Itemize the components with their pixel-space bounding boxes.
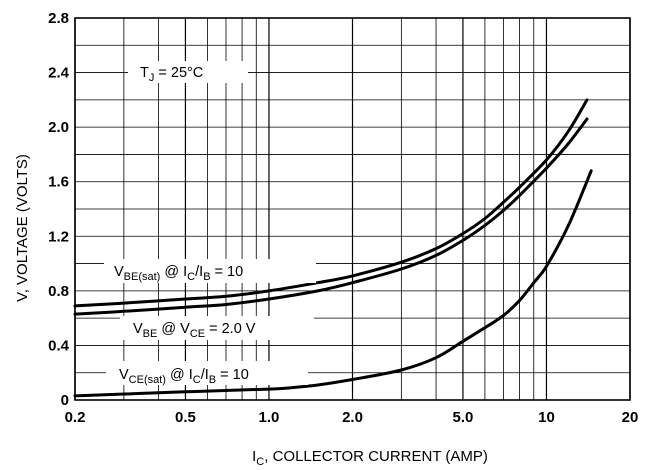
x-tick-label-1: 0.5 [175,409,196,426]
label-text: /I [201,367,209,383]
y-tick-label-0: 0 [61,392,69,409]
y-tick-label-7: 2.8 [48,10,69,27]
vbe-label-background [120,316,314,340]
label-text: = 25°C [154,65,203,81]
label-text: T [140,65,149,81]
label-subscript: C [187,271,195,283]
vbe-curve [73,117,589,316]
label-text: @ I [160,264,187,280]
label-text: @ I [166,367,193,383]
label-text: = 10 [216,367,249,383]
label-subscript: C [256,456,264,468]
curves [73,98,593,398]
plot-frame [74,17,631,401]
y-tick-label-5: 2.0 [48,119,69,136]
label-text: I [252,448,256,465]
x-tick-label-0: 0.2 [65,409,86,426]
label-text: V [119,367,129,383]
x-tick-label-4: 5.0 [452,409,473,426]
y-tick-label-4: 1.6 [48,174,69,191]
label-text: V [114,264,124,280]
vbe-sat-annotation: VBE(sat) @ IC/IB = 10 [114,264,243,283]
label-subscript: B [209,374,216,386]
y-axis-label: V, VOLTAGE (VOLTS) [14,154,31,302]
tj-label-background [128,61,248,83]
x-tick-label-5: 10 [538,409,555,426]
x-axis-label: IC, COLLECTOR CURRENT (AMP) [252,448,488,468]
label-subscript: B [203,271,210,283]
label-subscript: CE [190,328,205,340]
vce-sat-label-background [106,361,308,385]
label-text: , COLLECTOR CURRENT (AMP) [264,448,488,465]
label-subscript: CE(sat) [129,374,166,386]
label-text: V [133,321,143,337]
label-text: = 2.0 V [205,321,256,337]
label-subscript: J [149,72,155,84]
label-subscript: C [193,374,201,386]
label-subscript: BE(sat) [124,271,161,283]
label-text: /I [195,264,203,280]
vbe-sat-label-background [104,259,316,283]
x-tick-label-6: 20 [622,409,639,426]
vce-sat-curve [73,169,593,398]
x-tick-label-3: 2.0 [342,409,363,426]
y-tick-label-2: 0.8 [48,283,69,300]
vce-sat-annotation: VCE(sat) @ IC/IB = 10 [119,367,249,386]
tj-annotation: TJ = 25°C [140,65,203,84]
y-tick-label-1: 0.4 [48,337,70,354]
label-text: = 10 [211,264,244,280]
vbe-annotation: VBE @ VCE = 2.0 V [133,321,256,340]
vbe-sat-curve [73,98,589,308]
y-tick-label-6: 2.4 [48,65,70,82]
label-text: @ V [157,321,190,337]
label-subscript: BE [143,328,158,340]
x-tick-label-2: 1.0 [259,409,280,426]
y-tick-label-3: 1.2 [48,228,69,245]
tick-labels: 0.2 0.5 1.0 2.0 5.0 10 20 0 0.4 0.8 1.2 1.6 2.0 2.4 2.… [48,10,638,426]
